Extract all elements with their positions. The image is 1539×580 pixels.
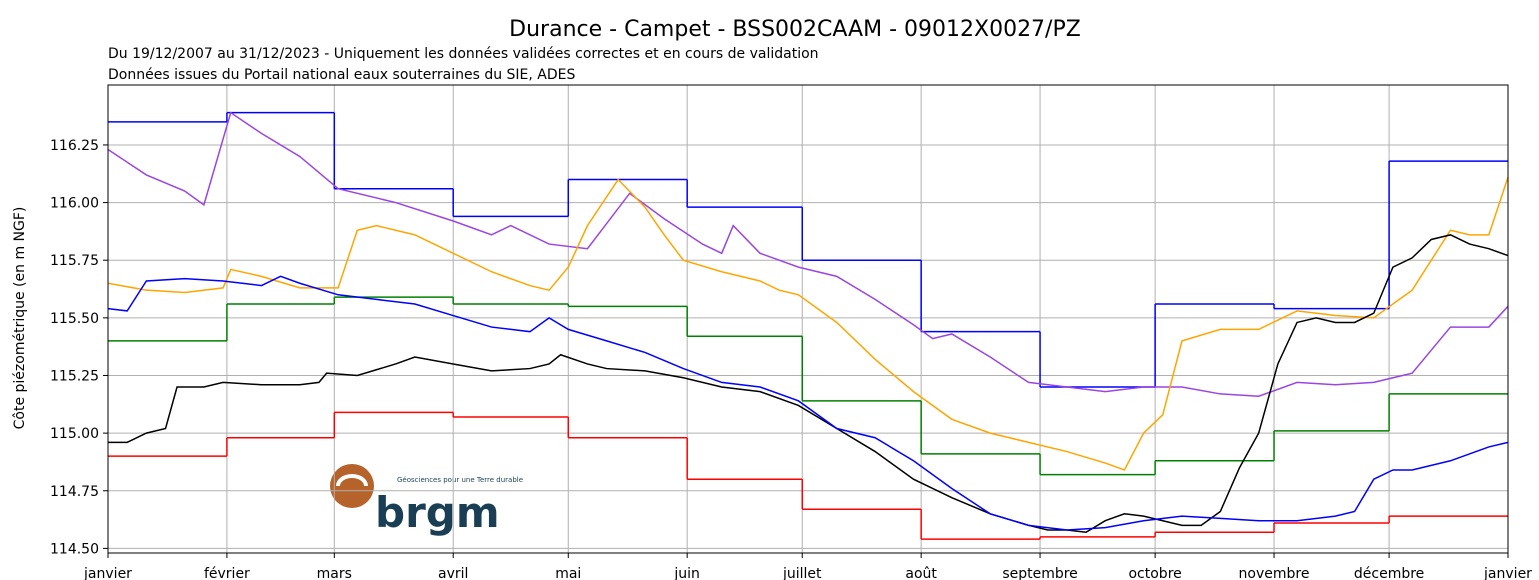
subtitle: Données issues du Portail national eaux …: [108, 67, 576, 83]
y-tick-label: 116.00: [50, 196, 99, 212]
series-line: [107, 176, 1509, 471]
x-tick-label: janvier: [1483, 566, 1532, 580]
y-tick-label: 114.50: [50, 541, 99, 557]
y-axis-label: Côte piézométrique (en m NGF): [12, 207, 28, 430]
plot-frame: [107, 84, 1509, 554]
logo: Géosciences pour une Terre durable brgm: [330, 464, 523, 537]
x-tick-label: décembre: [1354, 566, 1424, 580]
y-tick-label: 115.75: [50, 253, 99, 269]
chart-title: Durance - Campet - BSS002CAAM - 09012X00…: [509, 17, 1081, 42]
series-line: [107, 275, 1509, 531]
x-tick-label: avril: [438, 566, 468, 580]
x-tick-label: novembre: [1239, 566, 1310, 580]
x-tick-label: mars: [317, 566, 352, 580]
y-tick-label: 116.25: [50, 138, 99, 154]
x-tick-label: septembre: [1002, 566, 1077, 580]
y-tick-label: 114.75: [50, 484, 99, 500]
logo-name: brgm: [375, 488, 500, 537]
logo-icon: [336, 474, 368, 487]
x-tick-label: février: [204, 566, 250, 580]
logo-icon: [330, 464, 374, 508]
x-tick-label: juillet: [782, 566, 822, 580]
series-line: [107, 111, 1509, 397]
x-tick-label: janvier: [83, 566, 132, 580]
y-tick-label: 115.00: [50, 426, 99, 442]
series-line: [108, 234, 1509, 534]
x-tick-label: mai: [555, 566, 581, 580]
x-tick-label: août: [905, 566, 937, 580]
x-tick-label: juin: [673, 566, 700, 580]
y-tick-label: 115.25: [50, 368, 99, 384]
plot: [107, 85, 1509, 553]
logo-tagline: Géosciences pour une Terre durable: [397, 476, 523, 484]
y-tick-label: 115.50: [50, 311, 99, 327]
x-tick-label: octobre: [1128, 566, 1181, 580]
subtitle: Du 19/12/2007 au 31/12/2023 - Uniquement…: [108, 46, 819, 62]
